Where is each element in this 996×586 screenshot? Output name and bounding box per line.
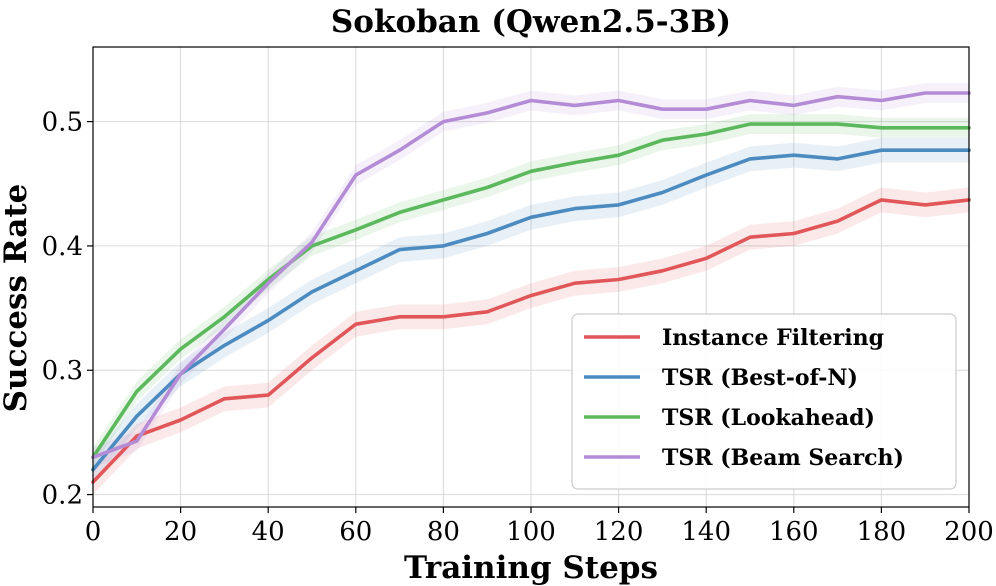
y-tick-label: 0.2 [42, 481, 83, 511]
line-instance-filtering [91, 198, 971, 484]
chart-title: Sokoban (Qwen2.5-3B) [331, 4, 731, 40]
y-tick-label: 0.3 [42, 356, 83, 386]
x-tick-label: 40 [252, 517, 285, 547]
line-tsr-beam-search [91, 91, 971, 460]
line-tsr-best-of-n [91, 148, 971, 472]
legend-label-instance-filtering: Instance Filtering [662, 325, 884, 351]
legend-label-tsr-best-of-n: TSR (Best-of-N) [662, 365, 858, 391]
legend-label-tsr-beam-search: TSR (Beam Search) [662, 445, 904, 471]
legend-label-tsr-lookahead: TSR (Lookahead) [662, 405, 875, 431]
line-tsr-lookahead [91, 122, 971, 460]
band-tsr-beam-search [93, 83, 969, 468]
x-tick-label: 200 [944, 517, 994, 547]
y-axis-ticks: 0.2 0.3 0.4 0.5 [42, 108, 93, 511]
x-tick-label: 120 [594, 517, 644, 547]
x-tick-label: 140 [681, 517, 731, 547]
y-axis-label: Success Rate [0, 184, 34, 413]
x-axis-ticks: 0 20 40 60 80 100 120 140 160 180 200 [85, 507, 994, 547]
legend: Instance Filtering TSR (Best-of-N) TSR (Lo… [571, 313, 957, 490]
series-lines [91, 91, 971, 484]
x-axis-label: Training Steps [404, 550, 658, 586]
x-tick-label: 60 [339, 517, 372, 547]
x-tick-label: 160 [769, 517, 819, 547]
confidence-bands [93, 83, 969, 495]
legend-box [571, 313, 957, 490]
y-tick-label: 0.4 [42, 232, 83, 262]
x-tick-label: 180 [857, 517, 907, 547]
band-tsr-best-of-n [93, 137, 969, 483]
x-tick-label: 0 [85, 517, 102, 547]
x-tick-label: 20 [164, 517, 197, 547]
x-tick-label: 80 [427, 517, 460, 547]
x-tick-label: 100 [506, 517, 556, 547]
y-tick-label: 0.5 [42, 108, 83, 138]
